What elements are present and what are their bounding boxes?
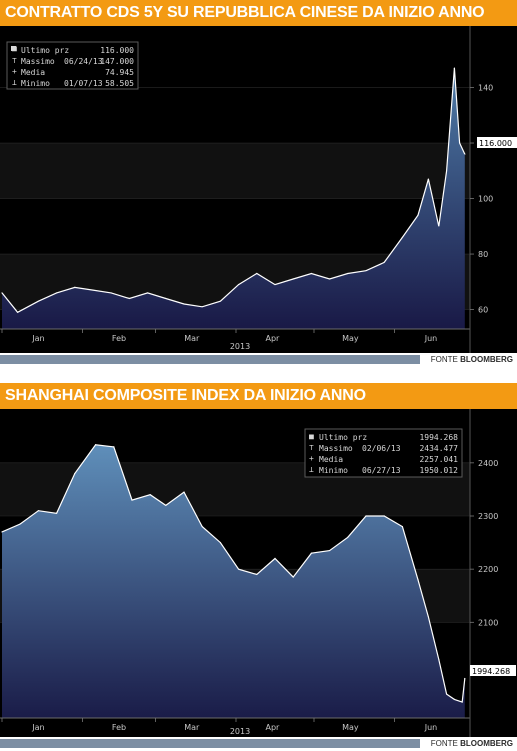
chart1-legend-2-label: Media <box>21 68 45 77</box>
chart1-line <box>1 68 466 314</box>
c1-xtick-label: Mar <box>184 334 200 343</box>
c2-xtick-label: Feb <box>112 723 126 732</box>
c2-xtick-label: Jan <box>31 723 44 732</box>
chart2-legend-3-date: 06/27/13 <box>362 466 401 475</box>
c2-ytick-label: 2200 <box>478 565 498 574</box>
c2-xtick-label: Mar <box>184 723 200 732</box>
chart1-legend-3-date: 01/07/13 <box>64 79 103 88</box>
chart1-legend-square-icon: ■ <box>12 44 17 53</box>
c1-xtick-label: Jun <box>424 334 438 343</box>
chart1-legend-3-value: 58.505 <box>105 79 134 88</box>
c1-xtick-label: May <box>342 334 359 343</box>
c2-ytick-label: 2400 <box>478 459 498 468</box>
chart1-year-label: 2013 <box>230 342 250 351</box>
chart1-legend-swatch-icon <box>11 46 16 51</box>
chart1-source-name: BLOOMBERG <box>460 355 513 364</box>
chart1-legend-0-label: Ultimo prz <box>21 46 69 55</box>
c1-band <box>0 143 470 199</box>
chart1-legend-min-icon: ⊥ <box>12 78 17 87</box>
chart1-title: CONTRATTO CDS 5Y SU REPUBBLICA CINESE DA… <box>0 0 517 26</box>
chart2-legend-2-label: Media <box>319 455 343 464</box>
chart1-legend-avg-icon: + <box>12 67 17 76</box>
chart1-legend-max-icon: ⊤ <box>12 56 17 65</box>
chart2-last-value-tag: 1994.268 <box>470 665 516 676</box>
chart2-legend-1-label: Massimo <box>319 444 353 453</box>
chart1-legend-1-date: 06/24/13 <box>64 57 103 66</box>
c2-xtick-label: Apr <box>265 723 280 732</box>
chart2-legend-1-date: 02/06/13 <box>362 444 401 453</box>
c1-ytick-label: 100 <box>478 195 493 204</box>
c1-xtick-label: Feb <box>112 334 126 343</box>
chart2-legend-max-icon: ⊤ <box>309 443 314 452</box>
chart2-legend-square-icon: ■ <box>309 432 314 441</box>
chart2-legend-0-value: 1994.268 <box>419 433 458 442</box>
chart1-last-value: 116.000 <box>479 139 512 148</box>
chart1-source-prefix: FONTE <box>430 355 458 364</box>
chart2-year-label: 2013 <box>230 727 250 736</box>
chart2-legend: ■ ⊤ + ⊥ Ultimo prz 1994.268 Massimo 02/0… <box>304 428 463 478</box>
c2-ytick-label: 2300 <box>478 512 498 521</box>
c2-xtick-label: Jun <box>424 723 438 732</box>
chart2-panel: Jan Feb Mar Apr May Jun 2100 2200 2300 2400 2013… <box>0 409 517 737</box>
chart2-source-bar <box>0 739 420 748</box>
chart2-legend-3-label: Minimo <box>319 466 348 475</box>
chart2-area <box>2 444 465 718</box>
chart1-source: FONTE BLOOMBERG <box>0 353 517 367</box>
c1-xtick-label: Jan <box>31 334 44 343</box>
c1-ytick-label: 80 <box>478 250 488 259</box>
chart1-source-bar <box>0 355 420 364</box>
c1-ytick-label: 60 <box>478 306 488 315</box>
chart2-legend-0-label: Ultimo prz <box>319 433 367 442</box>
chart1-legend: ■ ⊤ + ⊥ Ultimo prz 116.000 Massimo 06/24… <box>6 41 139 90</box>
chart2-source-prefix: FONTE <box>430 739 458 748</box>
chart2-legend-1-value: 2434.477 <box>419 444 458 453</box>
chart2-source: FONTE BLOOMBERG <box>0 737 517 751</box>
chart1-legend-1-label: Massimo <box>21 57 55 66</box>
c2-xtick-label: May <box>342 723 359 732</box>
chart1-legend-3-label: Minimo <box>21 79 50 88</box>
chart2-legend-2-value: 2257.041 <box>419 455 458 464</box>
chart1-area <box>2 68 465 329</box>
chart2-legend-min-icon: ⊥ <box>309 465 314 474</box>
chart2-source-name: BLOOMBERG <box>460 739 513 748</box>
chart1-legend-1-value: 147.000 <box>100 57 134 66</box>
chart1-legend-0-value: 116.000 <box>100 46 134 55</box>
chart1-legend-2-value: 74.945 <box>105 68 134 77</box>
c1-xtick-label: Apr <box>265 334 280 343</box>
c1-ytick-label: 140 <box>478 84 493 93</box>
chart2-legend-3-value: 1950.012 <box>419 466 458 475</box>
chart1-last-value-tag: 116.000 <box>477 137 517 148</box>
chart2-title: SHANGHAI COMPOSITE INDEX DA INIZIO ANNO <box>0 383 517 409</box>
c2-ytick-label: 2100 <box>478 618 498 627</box>
chart2-last-value: 1994.268 <box>472 667 510 676</box>
chart2-line <box>1 444 466 703</box>
chart2-legend-avg-icon: + <box>309 454 314 463</box>
chart2-svg: Jan Feb Mar Apr May Jun 2100 2200 2300 2400 2013… <box>0 409 516 737</box>
